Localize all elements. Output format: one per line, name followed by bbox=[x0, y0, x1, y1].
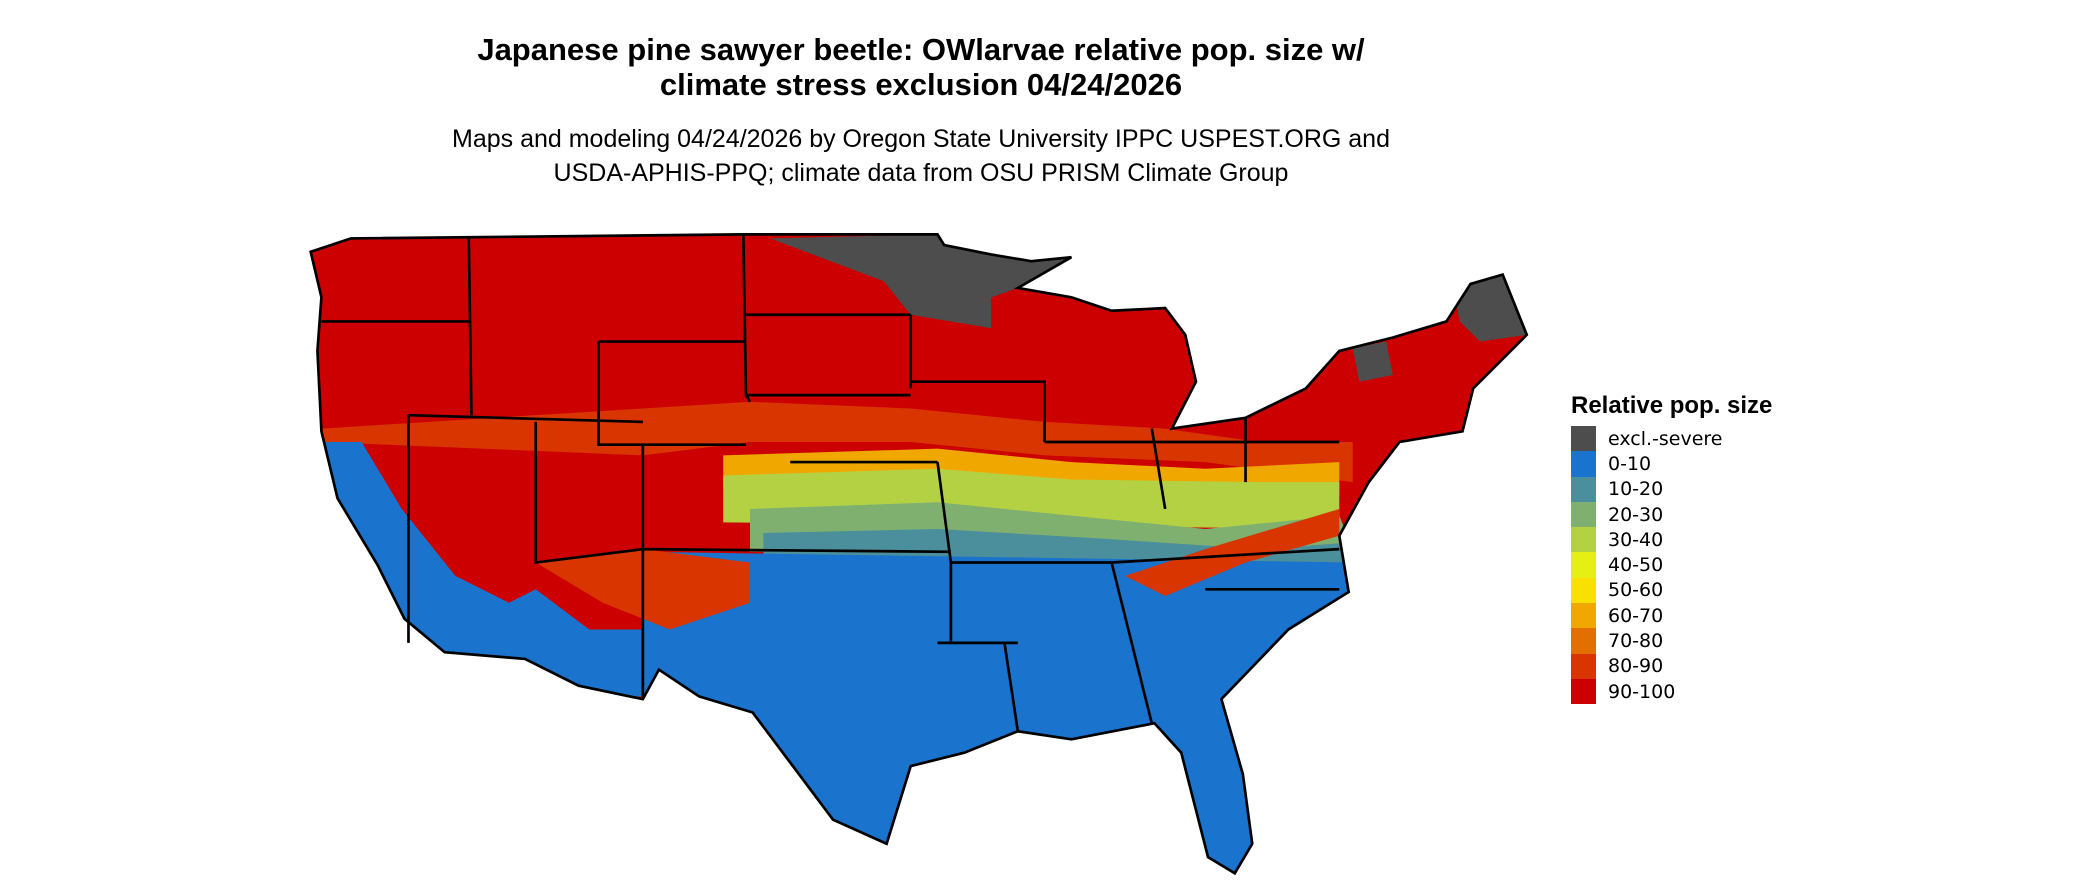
legend-item: 50-60 bbox=[1571, 577, 1772, 604]
title-line-1: Japanese pine sawyer beetle: OWlarvae re… bbox=[477, 32, 1365, 67]
legend-swatch bbox=[1571, 476, 1596, 502]
legend-swatch bbox=[1571, 527, 1596, 553]
legend-label: 80-90 bbox=[1608, 655, 1664, 678]
legend-item: 70-80 bbox=[1571, 628, 1772, 654]
title-line-2: climate stress exclusion 04/24/2026 bbox=[659, 67, 1183, 102]
legend-label: 60-70 bbox=[1608, 604, 1664, 627]
legend-item: excl.-severe bbox=[1571, 426, 1772, 452]
legend-title: Relative pop. size bbox=[1571, 392, 1773, 419]
legend-label: 40-50 bbox=[1608, 554, 1664, 577]
legend-item: 90-100 bbox=[1571, 678, 1772, 705]
legend-swatch bbox=[1571, 552, 1596, 578]
legend-label: 20-30 bbox=[1608, 503, 1664, 526]
zone-80-90 bbox=[321, 401, 1353, 483]
legend-label: excl.-severe bbox=[1608, 427, 1723, 450]
zone-excl-adirondacks bbox=[1352, 341, 1393, 382]
legend-swatch bbox=[1571, 426, 1596, 452]
legend-item: 60-70 bbox=[1571, 603, 1772, 629]
map-title: Japanese pine sawyer beetle: OWlarvae re… bbox=[0, 32, 1842, 102]
zone-excl-minnesota bbox=[770, 234, 1072, 329]
legend-item: 80-90 bbox=[1571, 653, 1772, 679]
zone-80-90-appalachia bbox=[1125, 508, 1340, 596]
map-subtitle: Maps and modeling 04/24/2026 by Oregon S… bbox=[0, 122, 1842, 190]
legend-label: 70-80 bbox=[1608, 630, 1664, 653]
legend-swatch bbox=[1571, 451, 1596, 477]
legend-label: 0-10 bbox=[1608, 452, 1652, 475]
legend-label: 10-20 bbox=[1608, 478, 1664, 501]
subtitle-line-1: Maps and modeling 04/24/2026 by Oregon S… bbox=[452, 125, 1390, 153]
legend-swatch bbox=[1571, 603, 1596, 629]
state-lines bbox=[321, 234, 1340, 732]
legend-label: 30-40 bbox=[1608, 528, 1664, 551]
legend-label: 90-100 bbox=[1608, 680, 1676, 703]
legend-swatch bbox=[1571, 577, 1596, 604]
legend-swatch bbox=[1571, 653, 1596, 679]
legend-item: 10-20 bbox=[1571, 476, 1772, 502]
legend-label: 50-60 bbox=[1608, 579, 1664, 602]
legend: Relative pop. size excl.-severe 0-10 10-20… bbox=[1571, 392, 1773, 705]
legend-swatch bbox=[1571, 501, 1596, 528]
legend-item: 30-40 bbox=[1571, 527, 1772, 553]
state-boundaries bbox=[309, 233, 1529, 875]
subtitle-line-2: USDA-APHIS-PPQ; climate data from OSU PR… bbox=[553, 159, 1289, 187]
legend-item: 0-10 bbox=[1571, 451, 1772, 477]
legend-items: excl.-severe 0-10 10-20 20-30 30-40 40-50 50-6… bbox=[1571, 426, 1772, 705]
legend-swatch bbox=[1571, 628, 1596, 654]
legend-swatch bbox=[1571, 678, 1596, 705]
legend-item: 20-30 bbox=[1571, 501, 1772, 528]
legend-item: 40-50 bbox=[1571, 552, 1772, 578]
